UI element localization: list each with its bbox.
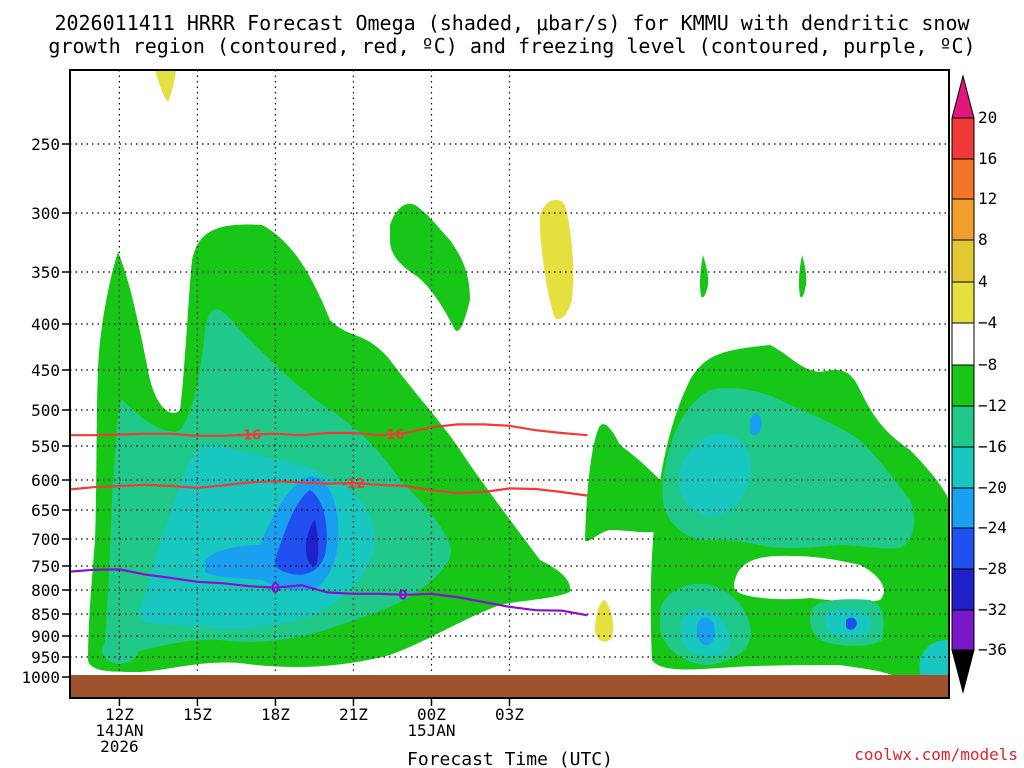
credit-text: coolwx.com/models: [854, 745, 1018, 764]
colorbar-swatch: [951, 322, 975, 366]
y-tick-label: 650: [31, 501, 60, 520]
colorbar-bottom-triangle: [951, 649, 975, 694]
colorbar-swatch: [951, 239, 975, 283]
y-tick-label: 750: [31, 557, 60, 576]
x-tick-label: 18Z: [261, 705, 290, 724]
x-tick-label: 21Z: [339, 705, 368, 724]
freezing-level-label: 0: [398, 589, 407, 604]
colorbar-top-triangle: [951, 74, 975, 119]
dendritic-contour-label: -12: [342, 477, 366, 492]
colorbar-label: −36: [978, 640, 1007, 659]
colorbar-swatch: [951, 568, 975, 611]
colorbar-label: −8: [978, 355, 997, 374]
y-tick-label: 850: [31, 605, 60, 624]
omega-region-plus4-low: [595, 600, 614, 642]
omega-region-minus24-left: [305, 520, 319, 566]
y-tick-label: 700: [31, 530, 60, 549]
colorbar-label: −32: [978, 600, 1007, 619]
colorbar-label: 16: [978, 149, 997, 168]
dendritic-contour-line: [70, 480, 588, 497]
freezing-level-label: 0: [271, 582, 280, 597]
colorbar-swatch: [951, 609, 975, 651]
colorbar-swatch: [951, 405, 975, 448]
ground-surface: [70, 675, 949, 698]
colorbar: 20 16 12 8 4 −4 −8 −12 −16 −20 −24 −28 −32 −36: [951, 74, 1007, 694]
y-tick-label: 400: [31, 315, 60, 334]
y-tick-label: 300: [31, 204, 60, 223]
x-tick-date: 15JAN: [407, 721, 455, 740]
y-tick-label: 950: [31, 648, 60, 667]
omega-region-minus4-mid: [585, 424, 668, 542]
colorbar-label: −24: [978, 518, 1007, 537]
y-tick-label: 1000: [21, 668, 60, 687]
colorbar-label: 8: [978, 230, 988, 249]
colorbar-swatch: [951, 158, 975, 200]
y-tick-label: 900: [31, 627, 60, 646]
colorbar-label: −28: [978, 559, 1007, 578]
colorbar-label: 12: [978, 189, 997, 208]
dendritic-contour-label: -16: [381, 428, 405, 443]
y-tick-label: 250: [31, 135, 60, 154]
colorbar-swatch: [951, 281, 975, 324]
omega-region-minus20-03z: [846, 617, 857, 630]
chart-title-line1: 2026011411 HRRR Forecast Omega (shaded, …: [54, 11, 970, 35]
colorbar-swatch: [951, 198, 975, 241]
colorbar-swatch: [951, 117, 975, 160]
contours: -16 -16 -12 0 0: [70, 423, 588, 617]
plot-area: -16 -16 -12 0 0: [70, 70, 949, 698]
y-tick-label: 600: [31, 471, 60, 490]
colorbar-swatch: [951, 527, 975, 570]
x-tick-date: 14JAN: [95, 721, 143, 740]
omega-region-minus16-lowright: [696, 617, 715, 646]
dendritic-contour-label: -16: [238, 428, 262, 443]
x-axis-title: Forecast Time (UTC): [407, 749, 613, 768]
colorbar-swatch: [951, 446, 975, 489]
omega-region-minus4-sliver1: [699, 255, 709, 298]
omega-region-minus16-right-upper: [750, 413, 762, 436]
colorbar-label: −4: [978, 313, 997, 332]
colorbar-label: 4: [978, 272, 988, 291]
y-tick-label: 800: [31, 581, 60, 600]
colorbar-label: 20: [978, 108, 997, 127]
y-tick-label: 450: [31, 361, 60, 380]
y-tick-label: 500: [31, 401, 60, 420]
omega-region-minus8-blob: [102, 636, 138, 664]
x-tick-label: 00Z: [417, 705, 446, 724]
grid: [70, 70, 949, 698]
y-tick-label: 550: [31, 437, 60, 456]
x-tick-year: 2026: [100, 737, 139, 756]
colorbar-swatch: [951, 364, 975, 407]
x-tick-label: 12Z: [105, 705, 134, 724]
omega-region-minus4-sliver2: [798, 255, 807, 298]
chart-title-line2: growth region (contoured, red, ºC) and f…: [48, 34, 975, 58]
omega-region-plus4-mid: [540, 199, 574, 320]
dendritic-contour-line: [70, 423, 588, 437]
colorbar-swatch: [951, 487, 975, 529]
y-axis: 250 300 350 400 450 500 550 600 650 700 750 800 850 9…: [21, 135, 70, 687]
x-tick-label: 03Z: [495, 705, 524, 724]
colorbar-label: −20: [978, 478, 1007, 497]
omega-region-minus4-upper: [390, 203, 470, 331]
colorbar-label: −16: [978, 437, 1007, 456]
omega-region-minus12-right: [679, 433, 751, 516]
x-tick-label: 15Z: [183, 705, 212, 724]
colorbar-label: −12: [978, 396, 1007, 415]
omega-region-plus4-top: [155, 70, 176, 102]
y-tick-label: 350: [31, 263, 60, 282]
freezing-level-line: [70, 568, 588, 617]
